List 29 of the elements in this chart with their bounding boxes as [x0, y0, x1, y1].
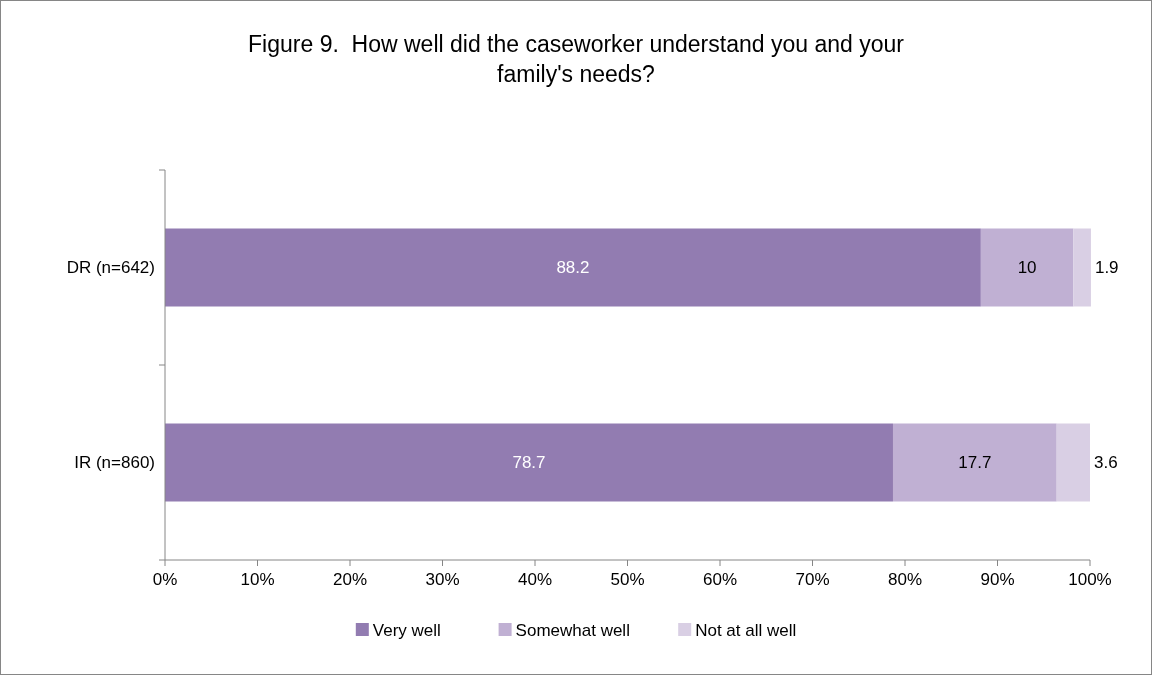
- y-tick-label: DR (n=642): [66, 258, 155, 278]
- y-tick-label: IR (n=860): [74, 453, 155, 473]
- x-tick-label: 80%: [887, 570, 923, 589]
- data-label: 78.7: [512, 453, 546, 473]
- x-tick-label: 90%: [980, 570, 1015, 589]
- x-tick-label: 50%: [610, 570, 645, 589]
- bar: [1056, 423, 1090, 502]
- bar: [892, 423, 1057, 502]
- x-tick-label: 70%: [795, 570, 830, 589]
- x-tick-label: 0%: [152, 570, 178, 589]
- legend-label: Very well: [372, 620, 441, 640]
- x-tick-label: 20%: [332, 570, 368, 589]
- x-tick-label: 10%: [240, 570, 275, 589]
- bar: [165, 228, 981, 307]
- data-label: 3.6: [1094, 453, 1118, 473]
- legend-label: Not at all well: [695, 620, 797, 640]
- data-label: 10: [1017, 258, 1037, 278]
- bar: [165, 423, 893, 502]
- x-tick-label: 100%: [1068, 570, 1112, 589]
- bar: [1073, 228, 1091, 307]
- chart-title: Figure 9. How well did the caseworker understand you and your family's needs?: [248, 31, 905, 87]
- data-label: 1.9: [1094, 258, 1119, 278]
- x-tick-label: 40%: [517, 570, 553, 589]
- data-label: 88.2: [556, 258, 590, 278]
- bar: [980, 228, 1074, 307]
- x-tick-label: 30%: [425, 570, 460, 589]
- x-tick-label: 60%: [702, 570, 738, 589]
- legend-label: Somewhat well: [515, 620, 630, 640]
- data-label: 17.7: [958, 453, 992, 473]
